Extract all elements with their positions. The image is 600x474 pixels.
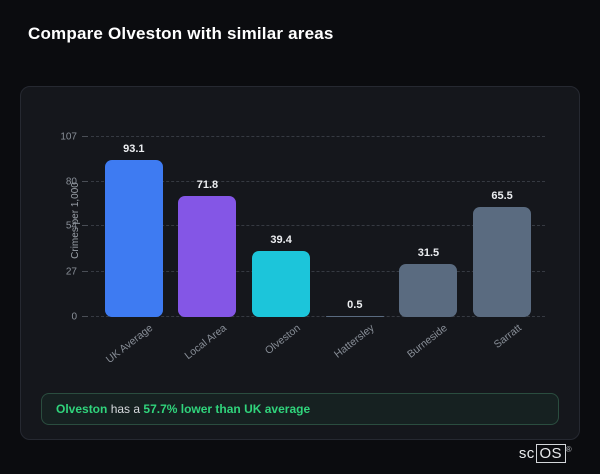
y-tick-mark — [82, 181, 88, 183]
bar-slot: 0.5 Hattersley — [325, 137, 384, 361]
scos-logo: sc OS ® — [518, 444, 572, 463]
x-axis-label: Olveston — [262, 322, 303, 357]
bar-value-label: 65.5 — [491, 189, 513, 202]
bar-sarratt[interactable] — [473, 206, 532, 317]
bar-burneside[interactable] — [399, 264, 458, 317]
bar-value-label: 39.4 — [270, 233, 292, 246]
comparison-callout: Olveston has a 57.7% lower than UK avera… — [41, 393, 559, 425]
bars-group: 93.1 UK Average 71.8 Local Area 39.4 Olveston… — [91, 137, 545, 366]
y-tick-label: 27 — [65, 266, 77, 278]
bar-slot: 31.5 Burneside — [399, 137, 458, 361]
x-axis-label: Local Area — [182, 322, 229, 363]
page-title: Compare Olveston with similar areas — [28, 24, 334, 43]
logo-prefix: sc — [518, 445, 535, 462]
bar-value-label: 93.1 — [123, 143, 145, 156]
gridline — [91, 181, 545, 183]
bar-value-label: 71.8 — [196, 179, 219, 192]
x-axis-label: Sarratt — [491, 322, 524, 351]
bar-value-label: 31.5 — [417, 247, 440, 260]
gridline — [91, 316, 545, 317]
y-tick-mark — [82, 270, 88, 272]
bar-slot: 71.8 Local Area — [178, 137, 237, 362]
bar-slot: 39.4 Olveston — [252, 137, 311, 357]
chart-card: Crimes per 1,000 0 27 54 80 107 93.1 UK Averag… — [20, 86, 580, 440]
y-tick-label: 107 — [60, 131, 77, 143]
gridline — [91, 136, 545, 137]
bar-slot: 93.1 UK Average — [104, 137, 163, 366]
y-tick-mark — [82, 316, 88, 317]
bar-hattersley[interactable] — [325, 316, 384, 317]
callout-area-name: Olveston — [56, 402, 108, 416]
bar-local-area[interactable] — [178, 196, 237, 317]
callout-middle-text: has a — [107, 402, 144, 416]
bar-uk-average[interactable] — [104, 160, 163, 317]
bar-slot: 65.5 Sarratt — [473, 137, 532, 351]
bar-value-label: 0.5 — [347, 299, 363, 312]
bar-olveston[interactable] — [252, 250, 311, 317]
x-axis-label: Burneside — [405, 322, 450, 361]
gridline — [91, 270, 545, 272]
plot-area: 0 27 54 80 107 93.1 UK Average 71.8 Local Area 39… — [60, 132, 545, 366]
logo-boxed: OS — [535, 444, 566, 463]
gridline — [91, 225, 545, 227]
x-axis-label: Hattersley — [331, 322, 377, 361]
callout-highlight: 57.7% lower than UK average — [143, 402, 311, 416]
y-tick-mark — [82, 136, 88, 137]
y-tick-label: 80 — [65, 176, 77, 188]
bar-chart: Crimes per 1,000 0 27 54 80 107 93.1 UK Averag… — [41, 103, 559, 366]
y-tick-label: 54 — [65, 220, 77, 232]
y-tick-label: 0 — [71, 311, 77, 323]
x-axis-label: UK Average — [103, 322, 156, 366]
y-tick-mark — [82, 225, 88, 227]
